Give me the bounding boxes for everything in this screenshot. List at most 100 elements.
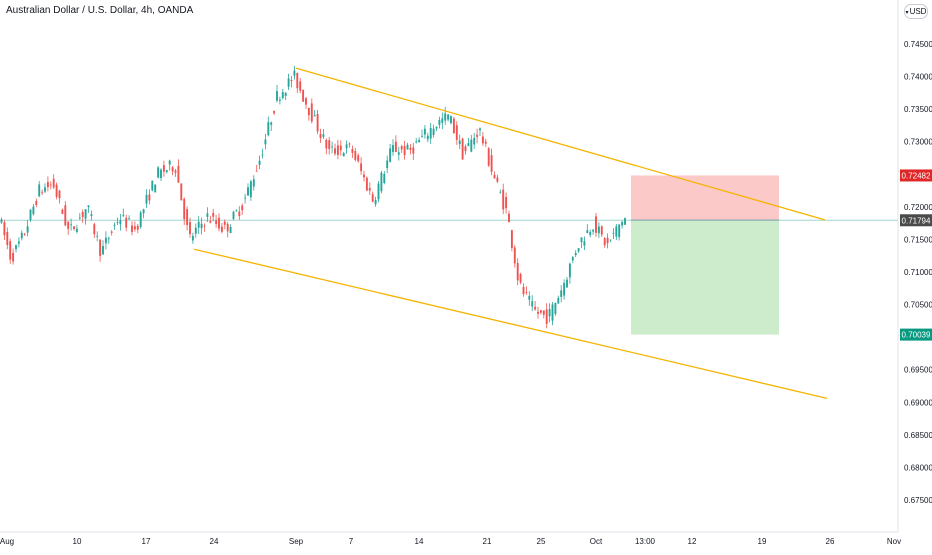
candle [548,303,551,323]
candle [148,189,151,205]
candle [389,143,392,163]
candle [589,229,592,238]
candle [421,129,423,138]
candle [157,166,160,179]
candle [595,213,597,237]
candle [331,141,334,154]
y-tick-label: 0.70500 [904,301,932,310]
candle [522,283,525,297]
candle [17,237,20,248]
candle [52,174,55,190]
chart-title: Australian Dollar / U.S. Dollar, 4h, OAN… [6,5,194,16]
candle [400,144,403,153]
channel-upper-line[interactable] [295,67,826,221]
candle [310,98,313,124]
y-tick-label: 0.68000 [904,463,932,472]
candle [537,306,539,319]
y-tick-label: 0.73000 [904,138,932,147]
candle [542,310,545,319]
candle [481,131,484,147]
candle [249,179,252,201]
x-tick-label: 24 [210,537,219,546]
candle [177,159,180,183]
candle [394,135,397,153]
candle [110,230,113,236]
currency-selector[interactable]: ▾USD [904,4,928,19]
take-profit-zone[interactable] [631,220,779,335]
candle [264,133,267,150]
candle [252,175,255,191]
candle [597,222,600,238]
candle [458,134,461,150]
candle [44,183,46,194]
candle [191,232,194,244]
candle [577,248,580,253]
candle [165,169,168,174]
candle [293,65,296,80]
candle [99,239,102,262]
price-label-text: 0.72482 [902,171,931,180]
candle [241,203,244,215]
candle [470,134,473,153]
candle [215,214,218,228]
candle [299,77,302,94]
candle [528,291,531,306]
candle [160,168,162,181]
candle [354,147,357,162]
candle [290,76,293,88]
candle [618,224,621,241]
x-tick-label: 19 [758,537,767,546]
x-tick-label: 13:00 [635,537,656,546]
candle [81,209,84,223]
candle [212,208,215,222]
candle [363,170,365,182]
x-tick-label: 7 [349,537,354,546]
candle [519,272,522,285]
candle [200,217,203,235]
candle [255,164,258,172]
candle [592,228,595,235]
candle [267,116,270,137]
candle [302,89,305,103]
candle [432,124,435,138]
candle [365,176,368,192]
candle [586,224,589,234]
candle [162,160,165,177]
candle [600,225,603,238]
candle [15,244,17,253]
candle [287,73,290,91]
candle [624,217,626,225]
candle [119,213,122,231]
y-tick-label: 0.74500 [904,40,932,49]
candle [180,183,183,201]
candle [444,107,447,125]
candle [322,128,325,139]
candle [168,159,171,171]
candle [145,189,148,209]
candle [392,139,394,156]
candle [113,222,116,230]
candle [93,222,96,238]
candle [447,114,450,122]
stop-loss-zone[interactable] [631,175,779,221]
candle [270,121,273,131]
candle [403,140,406,160]
candle [493,171,496,179]
candle [505,192,508,214]
channel-lower-line[interactable] [193,248,828,400]
candle [603,237,606,248]
candle [574,250,577,258]
candle [418,137,421,143]
candle [502,183,505,215]
y-tick-label: 0.74000 [904,73,932,82]
candle [461,137,464,160]
candle [32,203,35,216]
candle [438,116,441,129]
candle [580,237,583,249]
candle [534,300,537,311]
candle [73,226,75,231]
candle [183,197,186,226]
candle [78,213,81,220]
